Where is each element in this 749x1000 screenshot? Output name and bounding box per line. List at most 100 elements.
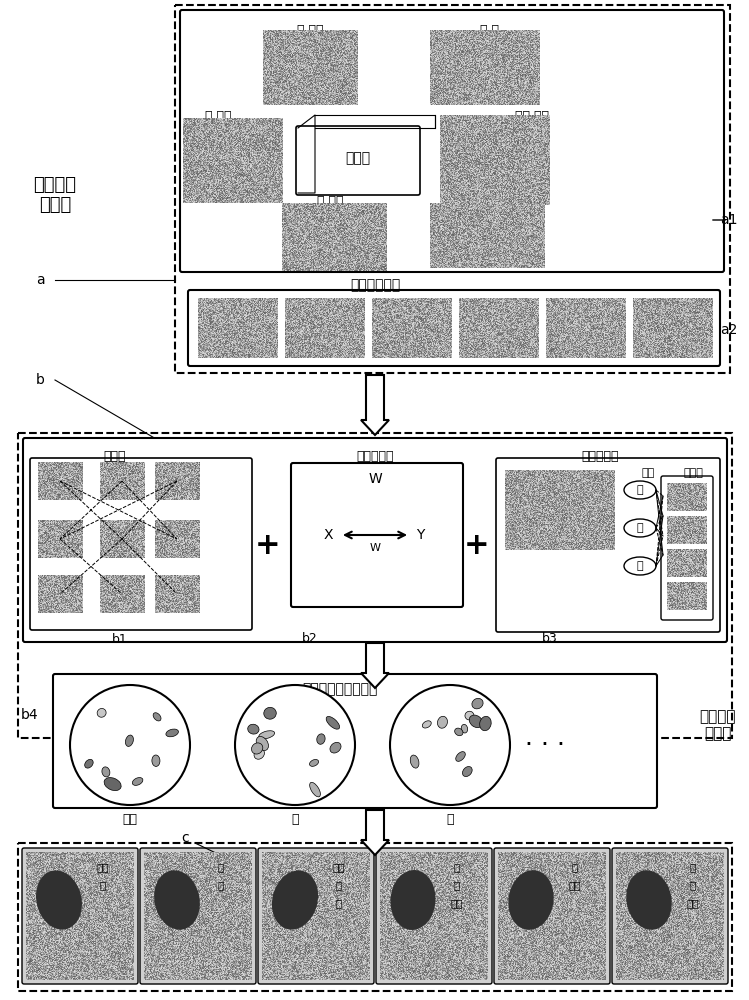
Ellipse shape <box>252 743 263 754</box>
Text: 数据集: 数据集 <box>345 151 371 165</box>
Text: Y: Y <box>416 528 424 542</box>
Ellipse shape <box>309 759 318 766</box>
Ellipse shape <box>462 767 472 777</box>
Ellipse shape <box>509 870 554 930</box>
Text: 标签: 标签 <box>641 468 655 478</box>
Ellipse shape <box>422 721 431 728</box>
FancyBboxPatch shape <box>140 848 256 984</box>
Ellipse shape <box>470 715 482 728</box>
Ellipse shape <box>461 724 467 733</box>
Ellipse shape <box>125 735 133 746</box>
Text: 鸟 水: 鸟 水 <box>481 24 500 37</box>
Ellipse shape <box>256 736 268 750</box>
Text: 鸟 草地: 鸟 草地 <box>297 24 324 37</box>
Ellipse shape <box>624 481 656 499</box>
Text: a2: a2 <box>720 323 737 337</box>
Text: W: W <box>368 472 382 486</box>
Ellipse shape <box>479 716 491 731</box>
Text: 水: 水 <box>689 862 696 872</box>
FancyBboxPatch shape <box>180 10 724 272</box>
Text: 鸟: 鸟 <box>217 880 223 890</box>
Ellipse shape <box>166 729 178 737</box>
FancyBboxPatch shape <box>494 848 610 984</box>
Ellipse shape <box>264 707 276 719</box>
Text: 水: 水 <box>453 862 460 872</box>
Ellipse shape <box>254 749 264 759</box>
Circle shape <box>235 685 355 805</box>
Ellipse shape <box>626 870 672 930</box>
Text: a: a <box>36 273 44 287</box>
Ellipse shape <box>154 870 200 930</box>
Text: 狗: 狗 <box>336 898 342 908</box>
Circle shape <box>390 685 510 805</box>
Text: 草地: 草地 <box>568 880 580 890</box>
FancyArrow shape <box>361 810 389 855</box>
Text: 带有语义标签的聚类: 带有语义标签的聚类 <box>303 682 377 696</box>
Ellipse shape <box>153 713 161 721</box>
Text: +: + <box>255 530 281 560</box>
Ellipse shape <box>272 870 318 930</box>
Ellipse shape <box>330 742 341 753</box>
Text: 狗: 狗 <box>637 485 643 495</box>
FancyBboxPatch shape <box>30 458 252 630</box>
Ellipse shape <box>437 716 447 728</box>
Text: 鸟: 鸟 <box>100 880 106 890</box>
Ellipse shape <box>36 870 82 930</box>
FancyBboxPatch shape <box>53 674 657 808</box>
Ellipse shape <box>410 755 419 768</box>
Text: b4: b4 <box>21 708 39 722</box>
Ellipse shape <box>152 755 160 766</box>
Ellipse shape <box>624 557 656 575</box>
Text: 牛水 草地: 牛水 草地 <box>471 195 505 208</box>
Text: 草: 草 <box>637 523 643 533</box>
Text: a1: a1 <box>720 213 738 227</box>
Text: 草地: 草地 <box>123 813 138 826</box>
Text: 狗水 草地: 狗水 草地 <box>515 110 549 123</box>
FancyBboxPatch shape <box>612 848 728 984</box>
Ellipse shape <box>326 716 339 729</box>
Text: 弱监督双
层聚类: 弱监督双 层聚类 <box>700 709 736 741</box>
FancyBboxPatch shape <box>496 458 720 632</box>
Ellipse shape <box>624 519 656 537</box>
Ellipse shape <box>97 708 106 717</box>
Text: 牛: 牛 <box>291 813 299 826</box>
FancyArrow shape <box>361 375 389 435</box>
Text: · · ·: · · · <box>525 733 565 757</box>
Text: 鸟: 鸟 <box>446 813 454 826</box>
Ellipse shape <box>102 767 110 777</box>
Text: c: c <box>181 831 189 845</box>
Text: 带有标签
的图像: 带有标签 的图像 <box>34 176 76 214</box>
Text: X: X <box>324 528 333 542</box>
Ellipse shape <box>472 698 483 709</box>
Ellipse shape <box>258 731 275 739</box>
FancyBboxPatch shape <box>23 438 727 642</box>
FancyBboxPatch shape <box>258 848 374 984</box>
Text: 水: 水 <box>336 880 342 890</box>
Text: 草地: 草地 <box>332 862 345 872</box>
Text: 输入的子区域: 输入的子区域 <box>350 278 400 292</box>
Text: 谐聚类: 谐聚类 <box>104 450 127 463</box>
FancyBboxPatch shape <box>661 476 713 620</box>
Text: 草地: 草地 <box>450 898 463 908</box>
Text: b3: b3 <box>542 632 558 645</box>
Ellipse shape <box>309 782 321 797</box>
Ellipse shape <box>317 734 325 744</box>
Text: +: + <box>464 530 490 560</box>
FancyBboxPatch shape <box>188 290 720 366</box>
Ellipse shape <box>455 752 465 761</box>
FancyBboxPatch shape <box>376 848 492 984</box>
FancyBboxPatch shape <box>296 126 420 195</box>
FancyBboxPatch shape <box>291 463 463 607</box>
Text: 草地: 草地 <box>686 898 699 908</box>
Text: 水: 水 <box>637 561 643 571</box>
Text: 牛 草地: 牛 草地 <box>317 195 343 208</box>
Text: 牛: 牛 <box>571 862 577 872</box>
Ellipse shape <box>85 759 93 768</box>
Circle shape <box>70 685 190 805</box>
Text: b1: b1 <box>112 633 128 646</box>
Text: W: W <box>369 543 380 553</box>
Text: 弱监督信息: 弱监督信息 <box>581 450 619 463</box>
Text: b: b <box>35 373 44 387</box>
Ellipse shape <box>465 711 474 720</box>
Text: 判别式聚类: 判别式聚类 <box>357 450 394 463</box>
